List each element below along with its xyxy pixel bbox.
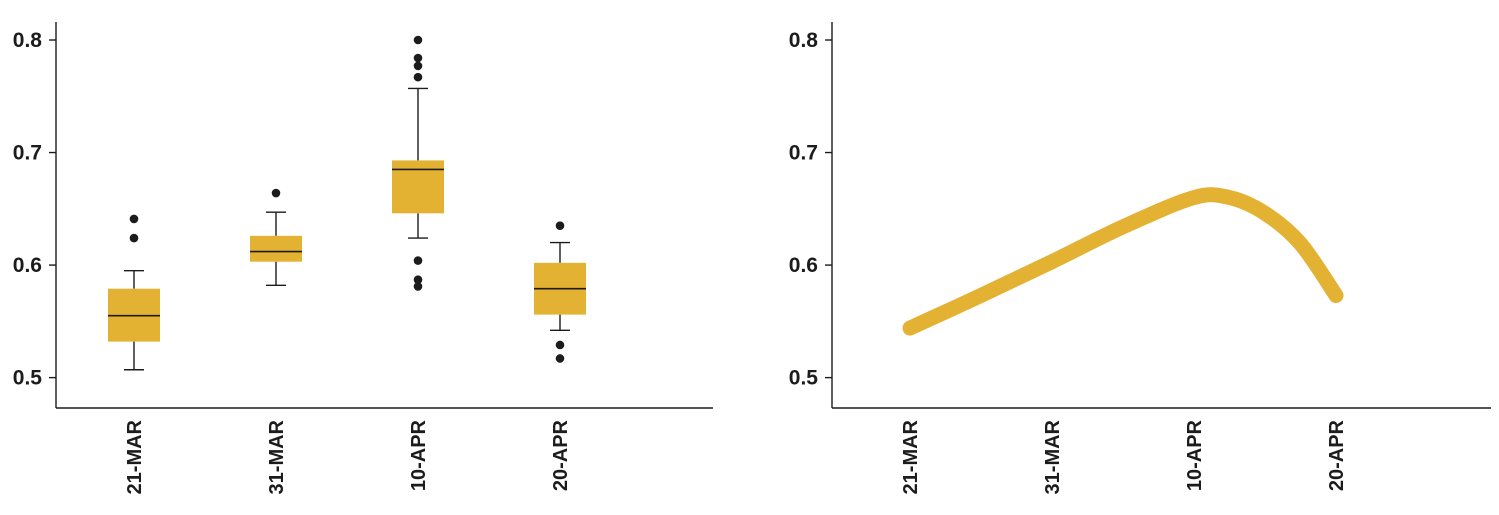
y-tick-label: 0.8 <box>789 29 819 52</box>
box-20-apr <box>534 221 586 363</box>
iqr-box <box>250 235 302 262</box>
y-tick-label: 0.5 <box>13 367 43 390</box>
outlier-point <box>413 35 423 45</box>
x-tick-label: 20-APR <box>550 419 572 491</box>
y-tick-label: 0.7 <box>789 142 818 165</box>
outlier-point <box>413 72 423 82</box>
outlier-point <box>271 188 281 198</box>
y-tick-label: 0.8 <box>13 29 43 52</box>
outlier-point <box>413 275 423 285</box>
x-tick-label: 31-MAR <box>266 419 288 494</box>
iqr-box <box>392 160 444 214</box>
box-21-mar <box>108 214 160 371</box>
outlier-point <box>413 53 423 63</box>
y-tick-label: 0.7 <box>13 142 42 165</box>
outlier-point <box>129 233 139 243</box>
x-tick-label: 10-APR <box>408 419 430 491</box>
outlier-point <box>413 256 423 265</box>
y-tick-label: 0.5 <box>789 367 819 390</box>
x-tick-label: 20-APR <box>1326 419 1348 491</box>
outlier-point <box>555 221 565 230</box>
x-tick-label: 31-MAR <box>1042 419 1064 494</box>
boxplot-panel: 0.5 0.6 0.7 0.8 21-MAR 31-MAR 10-APR 20-APR <box>13 22 713 494</box>
outlier-point <box>413 282 423 291</box>
y-tick-label: 0.6 <box>13 254 42 277</box>
box-31-mar <box>250 188 302 287</box>
outlier-point <box>129 214 139 224</box>
series-line <box>902 187 1344 336</box>
x-tick-label: 10-APR <box>1184 419 1206 491</box>
x-tick-label: 21-MAR <box>124 419 146 494</box>
outlier-point <box>555 354 565 363</box>
x-tick-label: 21-MAR <box>900 419 922 494</box>
y-tick-label: 0.6 <box>789 254 818 277</box>
line-panel: 0.5 0.6 0.7 0.8 21-MAR 31-MAR 10-APR 20-APR <box>789 22 1491 494</box>
outlier-point <box>413 61 423 71</box>
box-10-apr <box>392 35 444 291</box>
outlier-point <box>555 340 565 350</box>
